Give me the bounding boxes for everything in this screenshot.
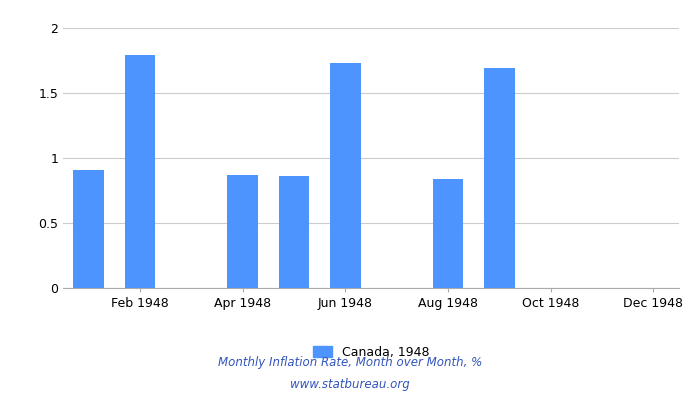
Bar: [330, 63, 360, 288]
Text: www.statbureau.org: www.statbureau.org: [290, 378, 410, 391]
Bar: [74, 170, 104, 288]
Bar: [484, 68, 514, 288]
Legend: Canada, 1948: Canada, 1948: [308, 341, 434, 364]
Bar: [228, 175, 258, 288]
Text: Monthly Inflation Rate, Month over Month, %: Monthly Inflation Rate, Month over Month…: [218, 356, 482, 369]
Bar: [125, 55, 155, 288]
Bar: [433, 179, 463, 288]
Bar: [279, 176, 309, 288]
